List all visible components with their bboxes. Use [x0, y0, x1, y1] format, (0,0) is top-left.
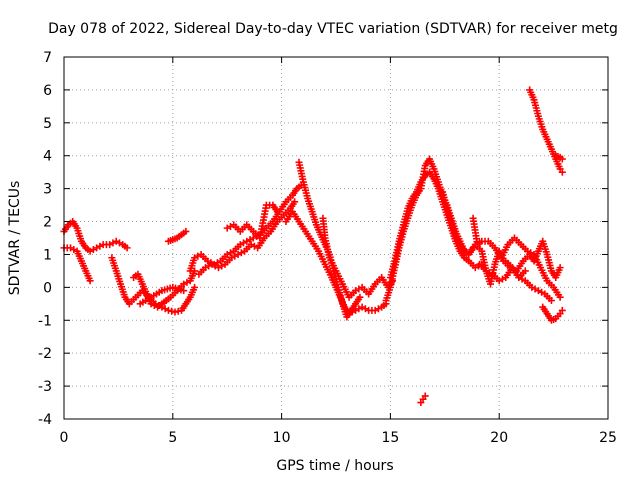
- data-point: [182, 227, 190, 235]
- x-axis-label: GPS time / hours: [276, 458, 393, 474]
- data-point: [421, 392, 429, 400]
- series-trace-s: [539, 303, 566, 324]
- data-point: [86, 277, 94, 285]
- data-point: [361, 305, 369, 313]
- data-point: [538, 288, 546, 296]
- data-point: [246, 236, 254, 244]
- series-trace-i: [223, 201, 281, 242]
- data-point: [358, 303, 366, 311]
- y-tick-label: -1: [38, 313, 52, 329]
- data-point: [70, 246, 78, 254]
- series-trace-g: [186, 181, 305, 275]
- x-tick-label: 5: [168, 430, 177, 446]
- data-point: [226, 249, 234, 257]
- series-trace-e: [136, 283, 188, 308]
- series-trace-p: [469, 214, 564, 301]
- data-point: [547, 297, 555, 305]
- data-point: [164, 306, 172, 314]
- data-point: [93, 244, 101, 252]
- data-point: [534, 287, 542, 295]
- y-tick-label: -2: [38, 346, 52, 362]
- data-point: [531, 285, 539, 293]
- data-points: [60, 86, 566, 407]
- data-point: [168, 307, 176, 315]
- data-point: [371, 306, 379, 314]
- data-point: [161, 305, 169, 313]
- data-point: [558, 306, 566, 314]
- data-point: [237, 249, 245, 257]
- series-trace-l: [319, 214, 397, 301]
- y-tick-label: 5: [43, 116, 52, 132]
- x-tick-label: 20: [490, 430, 508, 446]
- y-tick-label: 4: [43, 149, 52, 165]
- data-point: [123, 244, 131, 252]
- y-tick-label: -3: [38, 379, 52, 395]
- series-trace-a: [60, 218, 131, 255]
- grid: [64, 57, 608, 419]
- y-tick-label: 7: [43, 50, 52, 66]
- series-trace-u: [552, 152, 566, 163]
- y-tick-label: 0: [43, 280, 52, 296]
- x-tick-label: 10: [273, 430, 291, 446]
- data-point: [67, 244, 75, 252]
- plot-frame: [63, 56, 609, 420]
- series-trace-b: [60, 244, 94, 285]
- data-point: [521, 267, 529, 275]
- data-point: [106, 241, 114, 249]
- series-trace-f: [164, 227, 190, 245]
- data-point: [558, 168, 566, 176]
- data-point: [218, 262, 226, 270]
- data-point: [180, 287, 188, 295]
- data-point: [556, 264, 564, 272]
- data-point: [498, 275, 506, 283]
- series-trace-n: [382, 155, 477, 305]
- data-point: [518, 275, 526, 283]
- x-tick-label: 15: [381, 430, 399, 446]
- series-trace-h: [195, 198, 299, 278]
- series-trace-m: [386, 168, 486, 281]
- data-point: [112, 237, 120, 245]
- data-point: [291, 198, 299, 206]
- y-tick-label: 1: [43, 247, 52, 263]
- data-point: [171, 308, 179, 316]
- data-point: [191, 283, 199, 291]
- y-tick-label: 6: [43, 83, 52, 99]
- series-trace-k: [282, 208, 390, 318]
- data-point: [115, 239, 123, 247]
- ticks: 0 5 10 15 20 25 -4 -3 -2 -1 0 1 2 3 4 5 6 7: [38, 50, 617, 446]
- series-trace-c: [108, 254, 199, 316]
- data-point: [96, 242, 104, 250]
- series-trace-d: [130, 267, 199, 311]
- data-point: [558, 155, 566, 163]
- data-point: [223, 224, 231, 232]
- series-trace-r: [476, 260, 529, 285]
- data-point: [231, 252, 239, 260]
- data-point: [109, 239, 117, 247]
- data-point: [183, 278, 191, 286]
- data-point: [89, 246, 97, 254]
- y-tick-label: 3: [43, 182, 52, 198]
- data-point: [374, 305, 382, 313]
- y-axis-label: SDTVAR / TECUs: [7, 181, 23, 296]
- data-point: [527, 249, 535, 257]
- x-tick-label: 25: [599, 430, 617, 446]
- series-trace-t: [526, 86, 566, 176]
- data-point: [174, 307, 182, 315]
- data-point: [250, 242, 258, 250]
- series-trace-v: [417, 392, 429, 407]
- data-point: [356, 293, 364, 301]
- data-point: [214, 264, 222, 272]
- y-tick-label: -4: [38, 412, 52, 428]
- chart-title: Day 078 of 2022, Sidereal Day-to-day VTE…: [48, 21, 618, 37]
- x-tick-label: 0: [60, 430, 69, 446]
- data-point: [273, 208, 281, 216]
- data-point: [240, 239, 248, 247]
- data-point: [556, 293, 564, 301]
- y-tick-label: 2: [43, 215, 52, 231]
